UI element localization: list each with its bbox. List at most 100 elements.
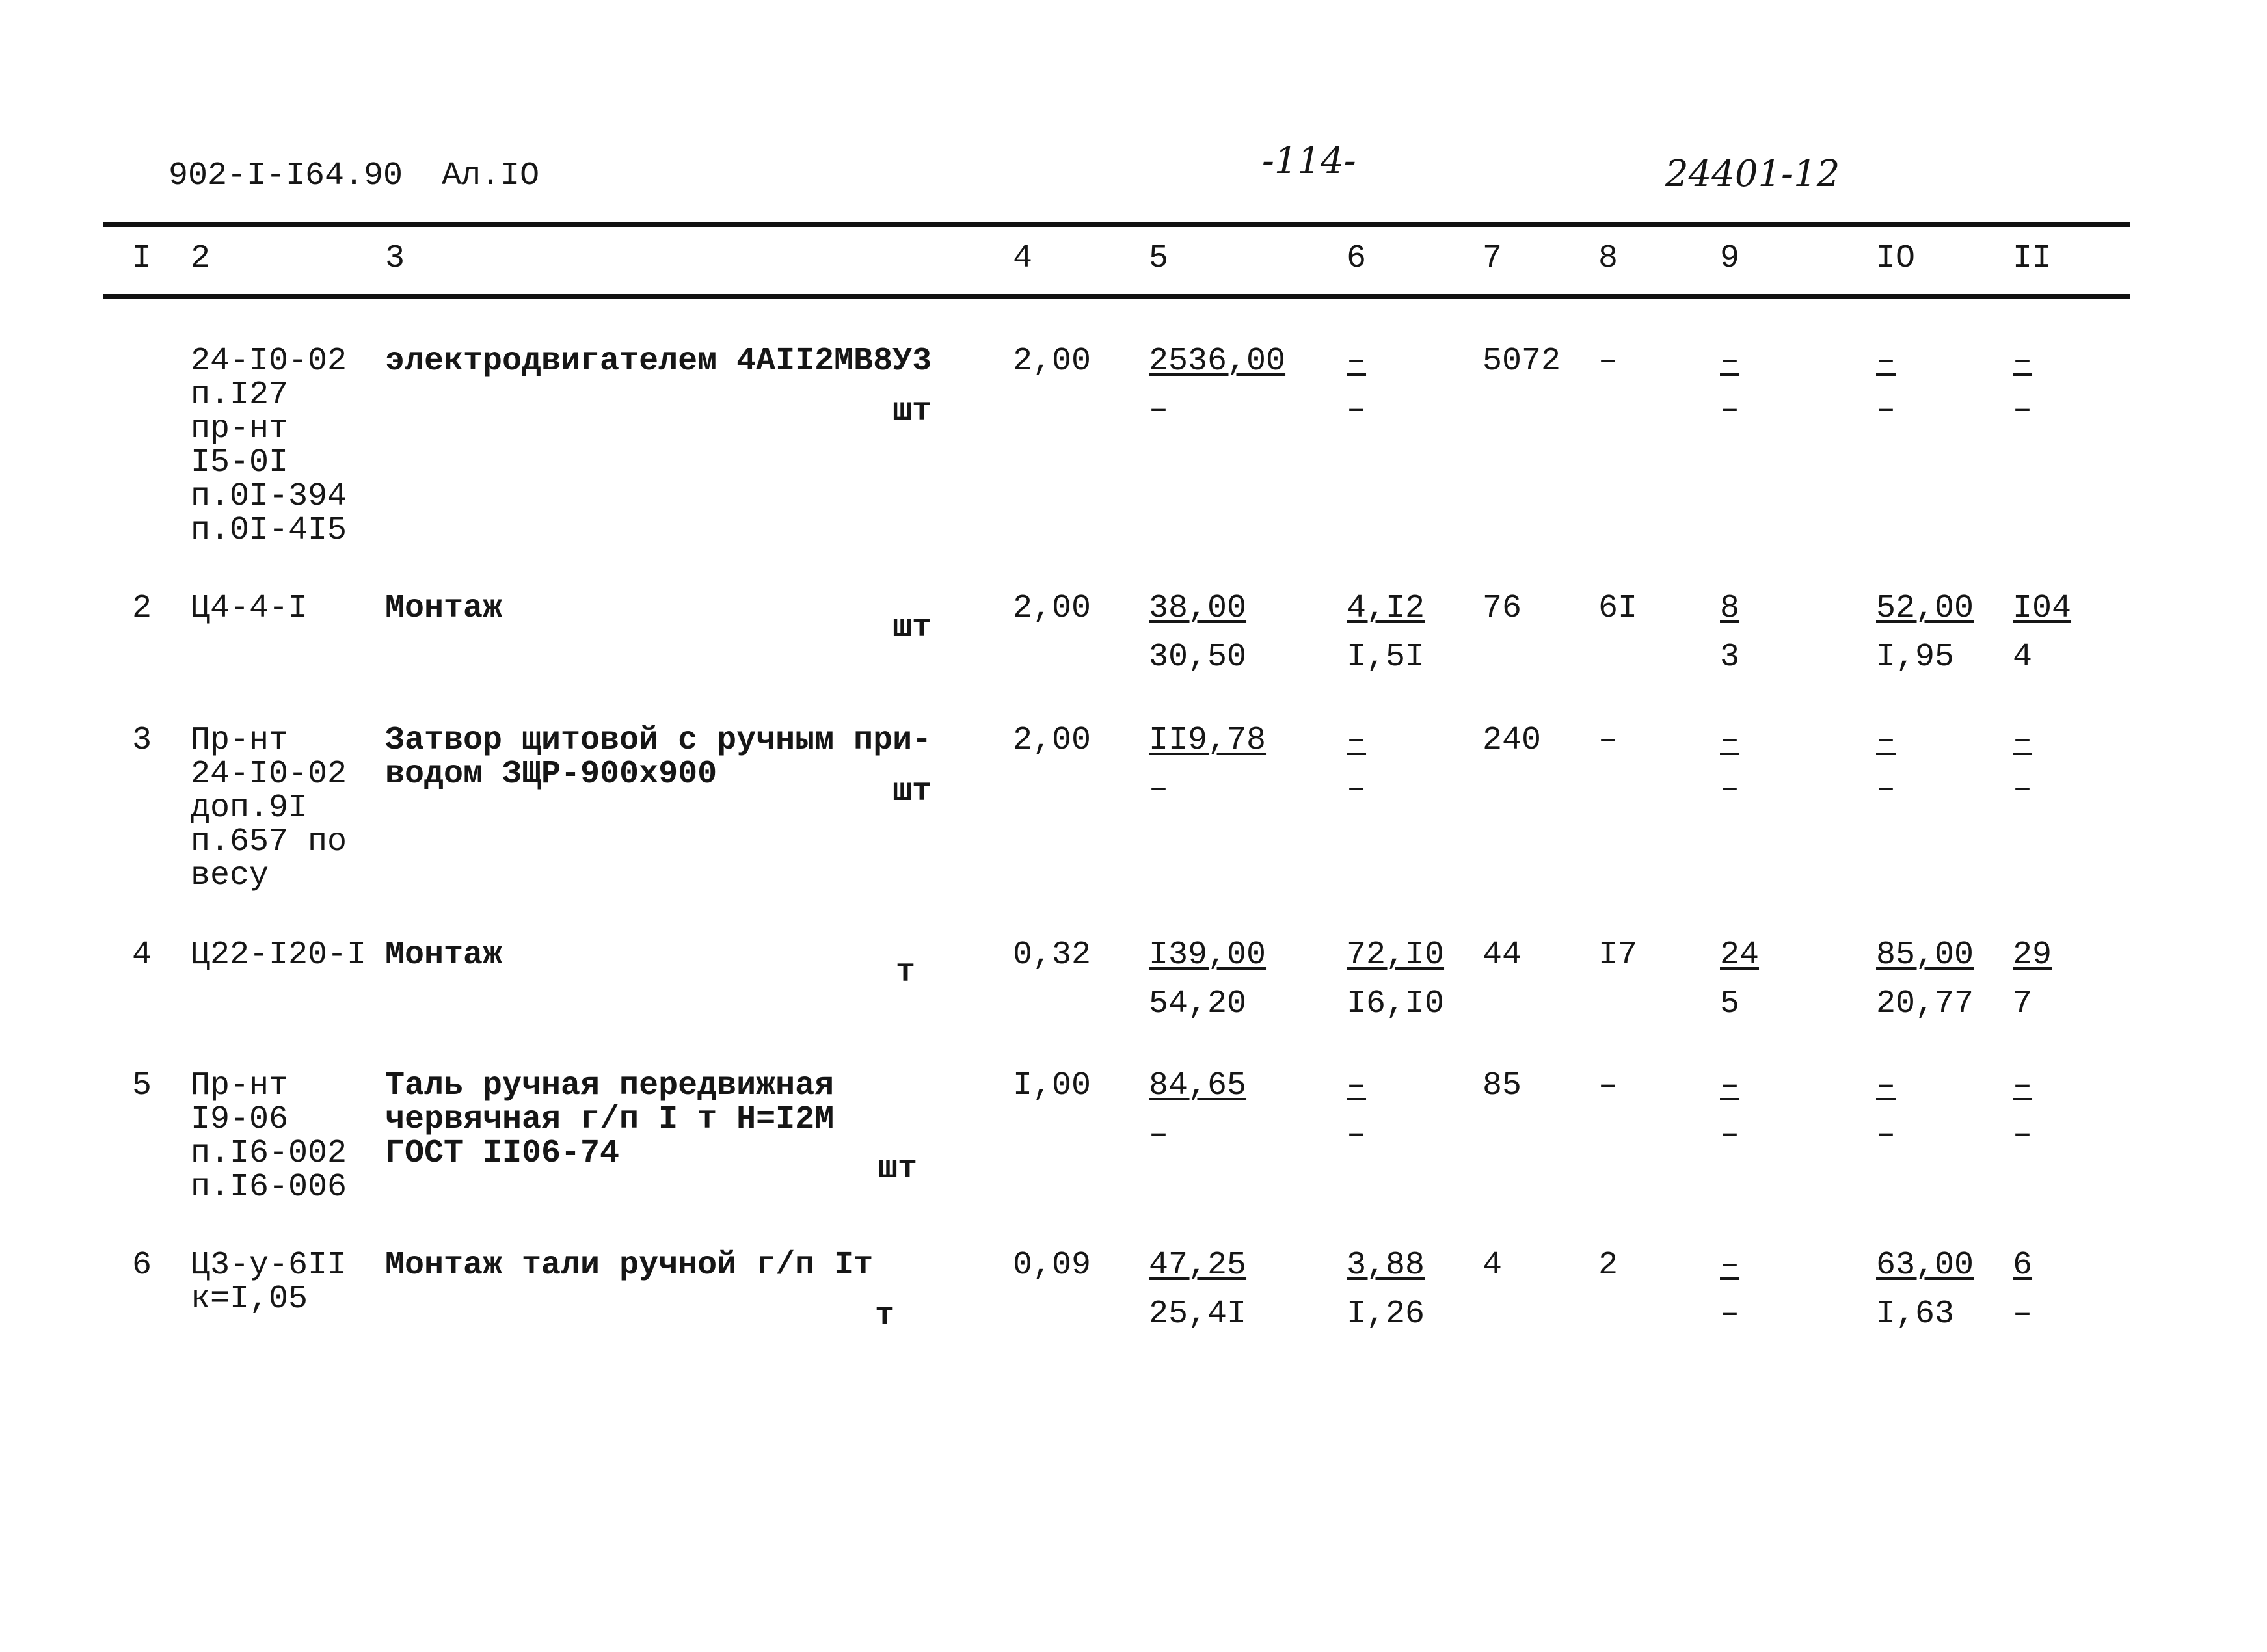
work-name-line: Монтаж: [385, 590, 503, 627]
rate-code-line: п.I27: [191, 377, 289, 414]
fraction-top-c6: –: [1347, 722, 1367, 759]
work-name-line: водом ЗЩР-900х900: [385, 756, 718, 793]
rate-code-line: I9-06: [191, 1101, 289, 1138]
fraction-bottom-c9: –: [1720, 771, 1740, 808]
fraction-top-c9: 8: [1720, 590, 1740, 627]
fraction-top-c11: –: [2013, 343, 2033, 380]
table-top-rule: [103, 222, 2130, 227]
quantity: I,00: [1013, 1067, 1092, 1104]
fraction-top-c11: –: [2013, 1067, 2033, 1104]
fraction-bottom-c6: –: [1347, 392, 1367, 429]
fraction-bottom-c6: –: [1347, 1116, 1367, 1153]
rate-code-line: 24-I0-02: [191, 756, 347, 793]
fraction-top-c6: –: [1347, 343, 1367, 380]
fraction-bottom-c6: I,5I: [1347, 639, 1425, 676]
rate-code-line: п.I6-002: [191, 1135, 347, 1172]
fraction-bottom-c6: –: [1347, 771, 1367, 808]
row-number: 2: [132, 590, 152, 627]
fraction-top-c6: 3,88: [1347, 1247, 1425, 1284]
row-number: 3: [132, 722, 152, 759]
rate-code-line: Ц3-у-6II: [191, 1247, 347, 1284]
fraction-bottom-c9: 5: [1720, 985, 1740, 1022]
fraction-bottom-c6: I,26: [1347, 1296, 1425, 1333]
fraction-top-c5: 2536,00: [1149, 343, 1286, 380]
fraction-bottom-c11: 4: [2013, 639, 2033, 676]
wages-total: I7: [1598, 937, 1638, 974]
work-name-line: Затвор щитовой с ручным при-: [385, 722, 932, 759]
row-number: 6: [132, 1247, 152, 1284]
fraction-bottom-c10: I,63: [1876, 1296, 1955, 1333]
rate-code-line: пр-нт: [191, 410, 289, 447]
column-header: II: [2013, 240, 2052, 277]
rate-code-line: весу: [191, 857, 269, 894]
work-name-line: червячная г/п I т Н=I2М: [385, 1101, 835, 1138]
fraction-bottom-c5: –: [1149, 392, 1169, 429]
column-header: 6: [1347, 240, 1367, 277]
fraction-top-c5: II9,78: [1149, 722, 1267, 759]
column-header: 3: [385, 240, 405, 277]
unit: шт: [892, 609, 932, 646]
fraction-top-c10: 52,00: [1876, 590, 1974, 627]
rate-code-line: к=I,05: [191, 1281, 308, 1318]
rate-code-line: Пр-нт: [191, 722, 289, 759]
unit: т: [875, 1298, 895, 1335]
fraction-bottom-c10: 20,77: [1876, 985, 1974, 1022]
fraction-top-c10: 85,00: [1876, 937, 1974, 974]
rate-code-line: п.657 по: [191, 823, 347, 860]
fraction-bottom-c11: –: [2013, 1296, 2033, 1333]
quantity: 2,00: [1013, 590, 1092, 627]
fraction-bottom-c5: 54,20: [1149, 985, 1247, 1022]
fraction-top-c11: –: [2013, 722, 2033, 759]
page-number: -114-: [1262, 140, 1356, 182]
fraction-top-c5: I39,00: [1149, 937, 1267, 974]
fraction-bottom-c5: –: [1149, 1116, 1169, 1153]
fraction-bottom-c10: –: [1876, 1116, 1896, 1153]
fraction-top-c9: –: [1720, 343, 1740, 380]
total-cost: 240: [1482, 722, 1542, 759]
row-number: 4: [132, 937, 152, 974]
total-cost: 85: [1482, 1067, 1522, 1104]
quantity: 0,32: [1013, 937, 1092, 974]
rate-code-line: Ц4-4-I: [191, 590, 308, 627]
column-header: 4: [1013, 240, 1033, 277]
fraction-bottom-c9: 3: [1720, 639, 1740, 676]
column-header: 9: [1720, 240, 1740, 277]
fraction-bottom-c10: I,95: [1876, 639, 1955, 676]
work-name-line: электродвигателем 4АII2МВ8У3: [385, 343, 932, 380]
fraction-bottom-c11: –: [2013, 392, 2033, 429]
total-cost: 76: [1482, 590, 1522, 627]
column-header: 8: [1598, 240, 1618, 277]
unit: шт: [892, 773, 932, 810]
wages-total: 6I: [1598, 590, 1638, 627]
rate-code-line: п.I6-006: [191, 1169, 347, 1206]
header-bottom-rule: [103, 294, 2130, 299]
row-number: 5: [132, 1067, 152, 1104]
column-header: IO: [1876, 240, 1916, 277]
wages-total: –: [1598, 343, 1618, 380]
rate-code-line: Пр-нт: [191, 1067, 289, 1104]
work-name-line: Монтаж тали ручной г/п Iт: [385, 1247, 874, 1284]
fraction-bottom-c10: –: [1876, 392, 1896, 429]
quantity: 2,00: [1013, 722, 1092, 759]
unit: т: [896, 954, 916, 991]
work-name-line: ГОСТ II06-74: [385, 1135, 620, 1172]
fraction-top-c10: 63,00: [1876, 1247, 1974, 1284]
document-code: 902-I-I64.90 Ал.IO: [168, 157, 540, 194]
rate-code-line: доп.9I: [191, 790, 308, 827]
unit: шт: [892, 393, 932, 430]
fraction-top-c10: –: [1876, 722, 1896, 759]
fraction-bottom-c10: –: [1876, 771, 1896, 808]
total-cost: 44: [1482, 937, 1522, 974]
fraction-top-c6: 4,I2: [1347, 590, 1425, 627]
fraction-bottom-c9: –: [1720, 1296, 1740, 1333]
column-header: 7: [1482, 240, 1503, 277]
wages-total: –: [1598, 1067, 1618, 1104]
work-name-line: Монтаж: [385, 937, 503, 974]
fraction-top-c5: 84,65: [1149, 1067, 1247, 1104]
fraction-top-c11: I04: [2013, 590, 2072, 627]
fraction-bottom-c6: I6,I0: [1347, 985, 1445, 1022]
column-header: 2: [191, 240, 211, 277]
wages-total: 2: [1598, 1247, 1618, 1284]
unit: шт: [878, 1151, 918, 1188]
quantity: 0,09: [1013, 1247, 1092, 1284]
